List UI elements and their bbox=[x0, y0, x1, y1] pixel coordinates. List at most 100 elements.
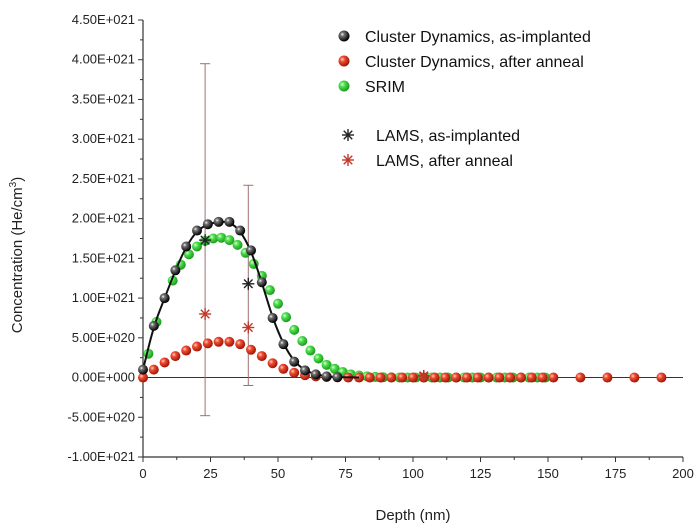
data-point bbox=[417, 369, 430, 382]
axes: -1.00E+021 -5.00E+020 0.00E+000 5.00E+020 1.… bbox=[67, 12, 693, 481]
data-point bbox=[656, 372, 667, 383]
data-point bbox=[192, 341, 202, 352]
y-tick-label: 2.50E+021 bbox=[72, 171, 135, 186]
y-tick-label: 2.00E+021 bbox=[72, 211, 135, 226]
data-point bbox=[289, 356, 300, 367]
data-point bbox=[181, 345, 192, 356]
data-point bbox=[483, 372, 494, 383]
data-point bbox=[199, 307, 212, 320]
data-point bbox=[242, 321, 255, 334]
series-layer bbox=[138, 216, 667, 383]
asterisk-stroke bbox=[243, 322, 254, 333]
data-point bbox=[408, 372, 418, 383]
data-point bbox=[462, 372, 472, 383]
y-tick-label: 3.50E+021 bbox=[72, 91, 135, 106]
data-point bbox=[297, 335, 308, 346]
data-point bbox=[224, 216, 235, 227]
data-point bbox=[575, 372, 586, 383]
data-point bbox=[224, 336, 235, 347]
legend-marker-srim bbox=[338, 80, 350, 92]
data-point bbox=[159, 293, 170, 304]
data-point bbox=[329, 363, 340, 374]
data-point bbox=[148, 364, 159, 375]
data-point bbox=[159, 357, 170, 368]
data-point bbox=[548, 372, 559, 383]
data-point bbox=[273, 298, 283, 309]
data-point bbox=[181, 241, 192, 252]
asterisk-stroke bbox=[243, 279, 254, 289]
y-axis-title-main: Concentration (He/cm bbox=[9, 187, 26, 333]
data-point bbox=[192, 241, 202, 252]
series-2 bbox=[143, 232, 551, 383]
data-point bbox=[451, 372, 462, 383]
data-point bbox=[267, 312, 278, 323]
data-point bbox=[289, 324, 300, 335]
legend-label-srim: SRIM bbox=[365, 79, 405, 96]
y-axis-title-end: ) bbox=[9, 177, 26, 182]
data-point bbox=[216, 232, 227, 243]
data-point bbox=[364, 372, 375, 383]
asterisk-icon bbox=[342, 154, 354, 166]
legend: Cluster Dynamics, as-implanted Cluster D… bbox=[338, 29, 591, 170]
data-point bbox=[192, 225, 202, 236]
y-axis-title-sup: 3 bbox=[8, 181, 19, 187]
data-point bbox=[138, 364, 148, 375]
y-tick-label: -5.00E+020 bbox=[67, 409, 135, 424]
series-line bbox=[142, 220, 360, 379]
x-tick-label: 25 bbox=[203, 466, 217, 481]
data-point bbox=[199, 234, 212, 247]
data-point bbox=[505, 372, 516, 383]
legend-marker-cd-after-anneal bbox=[338, 55, 350, 67]
data-point bbox=[300, 365, 310, 376]
data-point bbox=[224, 235, 235, 246]
x-tick-label: 150 bbox=[537, 466, 559, 481]
data-point bbox=[202, 219, 213, 230]
data-point bbox=[170, 265, 181, 276]
data-point bbox=[278, 339, 289, 350]
y-tick-label: 1.50E+021 bbox=[72, 250, 135, 265]
data-point bbox=[397, 372, 408, 383]
series-0 bbox=[138, 216, 360, 383]
data-point bbox=[516, 372, 526, 383]
data-point bbox=[440, 372, 451, 383]
y-tick-label: 1.00E+021 bbox=[72, 290, 135, 305]
data-point bbox=[256, 277, 267, 288]
data-point bbox=[170, 351, 181, 362]
data-point bbox=[256, 351, 267, 362]
data-point bbox=[375, 372, 386, 383]
data-point bbox=[429, 372, 440, 383]
data-point bbox=[602, 372, 613, 383]
data-point bbox=[264, 285, 275, 296]
data-point bbox=[321, 359, 332, 370]
y-tick-label: 5.00E+020 bbox=[72, 330, 135, 345]
data-point bbox=[281, 312, 292, 323]
y-axis-title: Concentration (He/cm3) bbox=[8, 177, 26, 333]
asterisk-stroke bbox=[200, 309, 210, 319]
legend-marker-cd-as-implanted bbox=[338, 30, 350, 42]
data-point bbox=[232, 239, 243, 250]
data-point bbox=[235, 225, 246, 236]
data-point bbox=[148, 320, 159, 331]
x-axis-title: Depth (nm) bbox=[375, 507, 450, 524]
x-tick-label: 75 bbox=[338, 466, 352, 481]
legend-marker-lams-after-anneal bbox=[342, 154, 354, 166]
x-tick-label: 175 bbox=[605, 466, 627, 481]
x-tick-label: 0 bbox=[139, 466, 146, 481]
data-point bbox=[305, 345, 316, 356]
data-point bbox=[246, 245, 256, 256]
x-tick-label: 50 bbox=[271, 466, 285, 481]
asterisk-stroke bbox=[343, 155, 353, 165]
x-tick-label: 200 bbox=[672, 466, 694, 481]
data-point bbox=[138, 372, 148, 383]
data-point bbox=[472, 372, 483, 383]
asterisk-stroke bbox=[419, 371, 429, 381]
data-point bbox=[321, 371, 332, 382]
y-tick-label: 4.00E+021 bbox=[72, 52, 135, 67]
data-point bbox=[289, 367, 300, 378]
data-point bbox=[526, 372, 537, 383]
y-tick-label: -1.00E+021 bbox=[67, 449, 135, 464]
data-point bbox=[213, 216, 224, 227]
data-point bbox=[537, 372, 548, 383]
asterisk-icon bbox=[342, 129, 354, 141]
